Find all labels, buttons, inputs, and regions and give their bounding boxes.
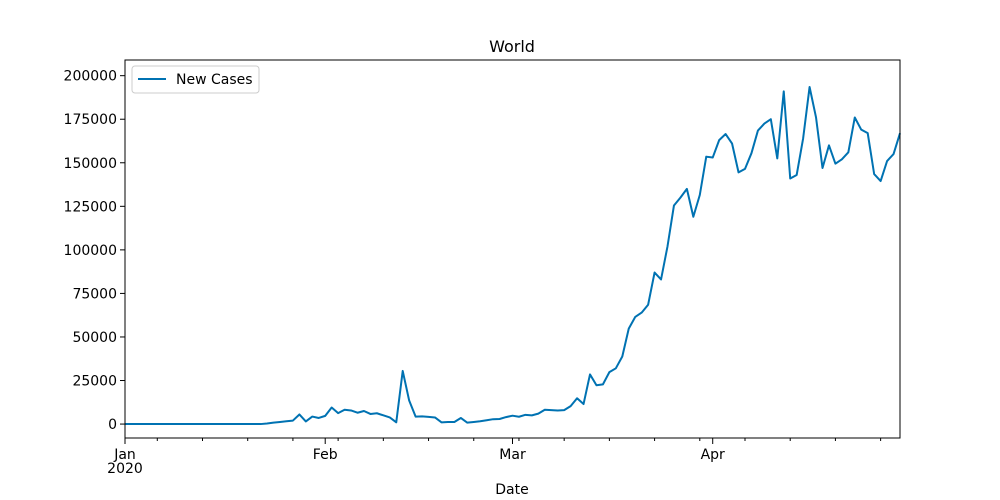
series-line-new-cases [125, 86, 901, 426]
y-tick-label: 0 [108, 417, 117, 433]
x-axis-title: Date [495, 482, 528, 498]
y-tick-label: 75000 [72, 286, 117, 302]
y-axis: 0 25000 50000 75000 100000 125000 150000 175000… [64, 69, 125, 433]
legend-label: New Cases [176, 72, 253, 88]
y-tick-label: 125000 [64, 199, 117, 215]
y-tick-label: 150000 [64, 156, 117, 172]
x-tick-label: Mar [499, 447, 526, 463]
x-tick-sublabel: 2020 [107, 461, 143, 477]
chart-title: World [489, 37, 535, 56]
x-tick-label: Feb [313, 447, 338, 463]
y-tick-label: 100000 [64, 243, 117, 259]
x-tick-label: Apr [701, 447, 725, 463]
legend-box [131, 65, 260, 94]
y-tick-label: 50000 [72, 330, 117, 346]
plot-frame [124, 59, 901, 439]
x-tick-label: Jan [113, 447, 136, 463]
legend: New Cases [131, 65, 260, 94]
y-tick-label: 25000 [72, 374, 117, 390]
y-tick-label: 200000 [64, 69, 117, 85]
y-tick-label: 175000 [64, 112, 117, 128]
series-layer [125, 86, 901, 426]
